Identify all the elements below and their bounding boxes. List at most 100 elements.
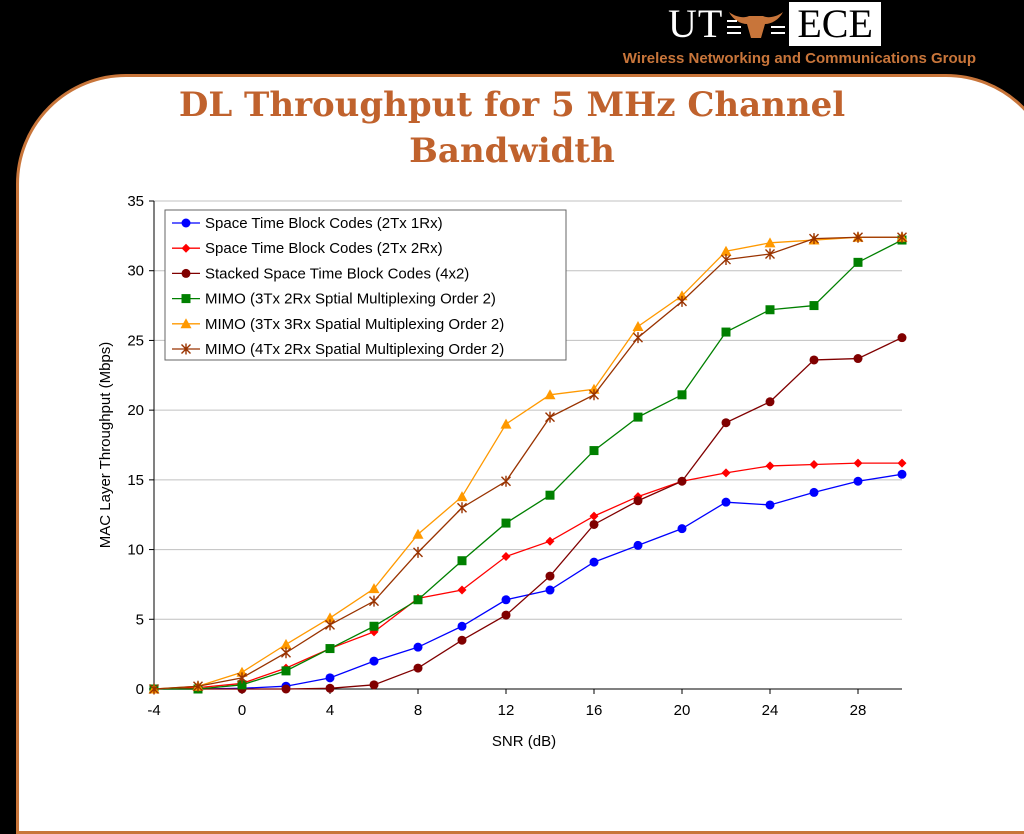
data-point [413,595,423,605]
data-point [413,663,423,673]
legend-label: Stacked Space Time Block Codes (4x2) [205,265,469,282]
longhorn-icon [727,12,786,38]
data-point [545,585,555,595]
slide-title-line1: DL Throughput for 5 MHz Channel [178,85,846,125]
data-point [181,343,191,355]
slide-title-line2: Bandwidth [409,131,615,171]
legend-box [164,209,567,361]
legend-item: Stacked Space Time Block Codes (4x2) [172,265,469,282]
data-point [501,595,511,605]
legend-label: MIMO (4Tx 2Rx Spatial Multiplexing Order… [205,341,504,358]
legend-label: Space Time Block Codes (2Tx 2Rx) [205,240,443,257]
x-axis-label: SNR (dB) [492,733,556,750]
y-tick-label: 30 [127,263,144,280]
x-tick-label: 12 [498,702,515,719]
data-point [765,397,775,407]
data-point [765,500,775,510]
data-point [633,412,643,422]
data-point [369,656,379,666]
data-point [544,389,556,400]
data-point [501,552,511,562]
data-point [721,254,731,266]
data-point [677,524,687,534]
series-line [153,236,902,690]
y-tick-label: 5 [136,611,144,628]
legend-item: MIMO (3Tx 3Rx Spatial Multiplexing Order… [172,316,504,333]
legend: Space Time Block Codes (2Tx 1Rx) Space Ti… [164,209,567,361]
data-point [721,327,731,337]
series-line [154,337,903,690]
data-point [765,305,775,315]
ut-ece-logo: UT ECE [668,2,902,46]
data-point [633,332,643,344]
data-point [545,571,555,581]
data-point [809,460,819,470]
data-point [589,557,599,567]
x-tick-label: 8 [414,702,422,719]
data-point [633,540,643,550]
x-tick-label: 16 [586,702,603,719]
data-point [897,231,907,243]
data-point [809,487,819,497]
series-line [153,236,902,690]
y-tick-label: 15 [127,472,144,489]
data-point [281,666,291,676]
data-point [765,461,775,471]
data-point [897,458,907,468]
data-point [237,672,247,684]
x-tick-label: 20 [674,702,691,719]
series-line [153,462,902,690]
data-point [457,502,467,514]
legend-label: MIMO (3Tx 2Rx Sptial Multiplexing Order … [205,291,496,308]
data-point [149,683,159,695]
y-tick-label: 35 [127,193,144,210]
data-point [501,475,511,487]
data-point [632,320,644,331]
legend-item: Space Time Block Codes (2Tx 2Rx) [172,240,443,257]
x-tick-label: 4 [326,702,334,719]
data-point [180,318,192,329]
legend-label: Space Time Block Codes (2Tx 1Rx) [205,215,443,232]
data-point [853,257,863,267]
data-point [720,245,732,256]
data-point [809,233,819,245]
data-point [457,621,467,631]
data-point [181,294,191,304]
data-point [280,638,292,649]
data-point [413,546,423,558]
data-point [369,621,379,631]
data-point [765,248,775,260]
slide-title: DL Throughput for 5 MHz Channel Bandwidt… [0,82,1024,174]
group-name: Wireless Networking and Communications G… [622,50,976,67]
data-point [897,333,907,343]
data-point [193,680,203,692]
x-tick-label: 28 [850,702,867,719]
data-point [369,595,379,607]
data-point [237,680,247,690]
data-point [677,295,687,307]
data-point [721,418,731,428]
data-point [589,511,599,521]
data-point [721,497,731,507]
data-point [809,301,819,311]
data-point [457,635,467,645]
data-point [369,680,379,690]
data-point [853,231,863,243]
data-point [325,683,335,693]
y-axis-label: MAC Layer Throughput (Mbps) [97,342,114,548]
data-point [677,476,687,486]
data-point [281,684,291,694]
series-5 [149,231,907,695]
x-tick-label: 0 [238,702,246,719]
data-point [181,243,191,253]
data-point [545,411,555,423]
y-tick-label: 20 [127,402,144,419]
data-point [853,476,863,486]
data-point [412,528,424,539]
data-point [281,647,291,659]
data-point [501,610,511,620]
series-2 [149,333,907,694]
data-point [764,237,776,248]
